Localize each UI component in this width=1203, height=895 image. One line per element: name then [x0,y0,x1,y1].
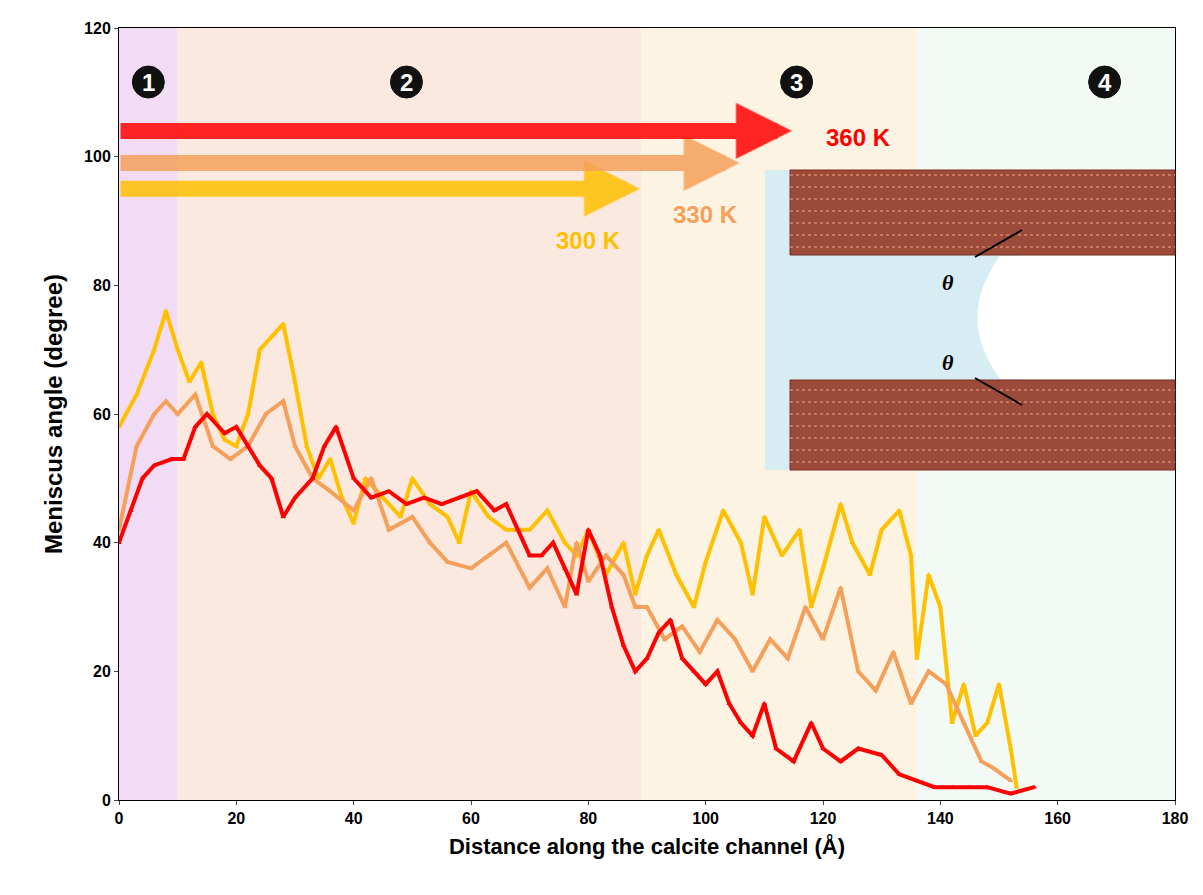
svg-text:3: 3 [790,69,803,96]
svg-text:160: 160 [1044,810,1071,827]
svg-text:140: 140 [927,810,954,827]
svg-text:120: 120 [84,20,111,37]
svg-text:Meniscus angle (degree): Meniscus angle (degree) [40,274,67,554]
svg-text:100: 100 [692,810,719,827]
svg-text:2: 2 [400,69,413,96]
svg-text:0: 0 [115,810,124,827]
svg-text:80: 80 [579,810,597,827]
svg-text:120: 120 [810,810,837,827]
svg-text:300 K: 300 K [556,227,621,254]
svg-text:20: 20 [227,810,245,827]
svg-text:180: 180 [1162,810,1189,827]
svg-text:4: 4 [1098,69,1112,96]
svg-text:80: 80 [93,277,111,294]
svg-text:360 K: 360 K [826,124,891,151]
svg-text:60: 60 [93,406,111,423]
svg-text:1: 1 [142,69,155,96]
svg-text:0: 0 [102,792,111,809]
svg-text:θ: θ [942,350,954,375]
svg-text:Distance along the calcite cha: Distance along the calcite channel (Å) [449,833,845,859]
svg-text:330 K: 330 K [673,201,738,228]
svg-text:20: 20 [93,663,111,680]
svg-text:40: 40 [93,534,111,551]
svg-text:θ: θ [942,270,954,295]
svg-text:60: 60 [462,810,480,827]
svg-text:40: 40 [345,810,363,827]
svg-text:100: 100 [84,148,111,165]
